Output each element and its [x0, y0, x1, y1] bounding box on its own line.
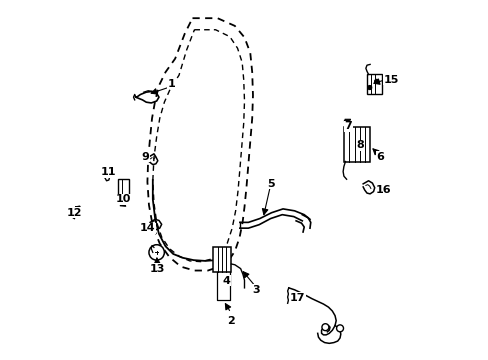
Text: 1: 1: [167, 79, 175, 89]
Bar: [118, 179, 129, 199]
Circle shape: [367, 86, 371, 90]
Text: 6: 6: [375, 152, 383, 162]
Text: 4: 4: [222, 276, 230, 286]
Text: 11: 11: [101, 167, 117, 177]
Text: 14: 14: [139, 223, 155, 233]
Bar: [212, 247, 231, 273]
Text: 7: 7: [344, 121, 352, 131]
Text: 8: 8: [355, 140, 363, 150]
Circle shape: [321, 324, 328, 330]
Text: 5: 5: [267, 179, 275, 189]
Text: 3: 3: [252, 285, 259, 295]
Bar: [366, 75, 381, 94]
Text: 2: 2: [227, 316, 234, 326]
Circle shape: [374, 80, 378, 83]
Circle shape: [336, 325, 343, 332]
Text: 9: 9: [141, 152, 149, 162]
Circle shape: [149, 245, 164, 260]
Text: 15: 15: [383, 75, 399, 85]
Bar: [343, 127, 369, 162]
Text: 16: 16: [375, 185, 391, 195]
Text: 12: 12: [66, 208, 82, 218]
Text: 10: 10: [115, 194, 131, 204]
Text: 17: 17: [289, 293, 305, 302]
Text: 13: 13: [150, 264, 165, 274]
